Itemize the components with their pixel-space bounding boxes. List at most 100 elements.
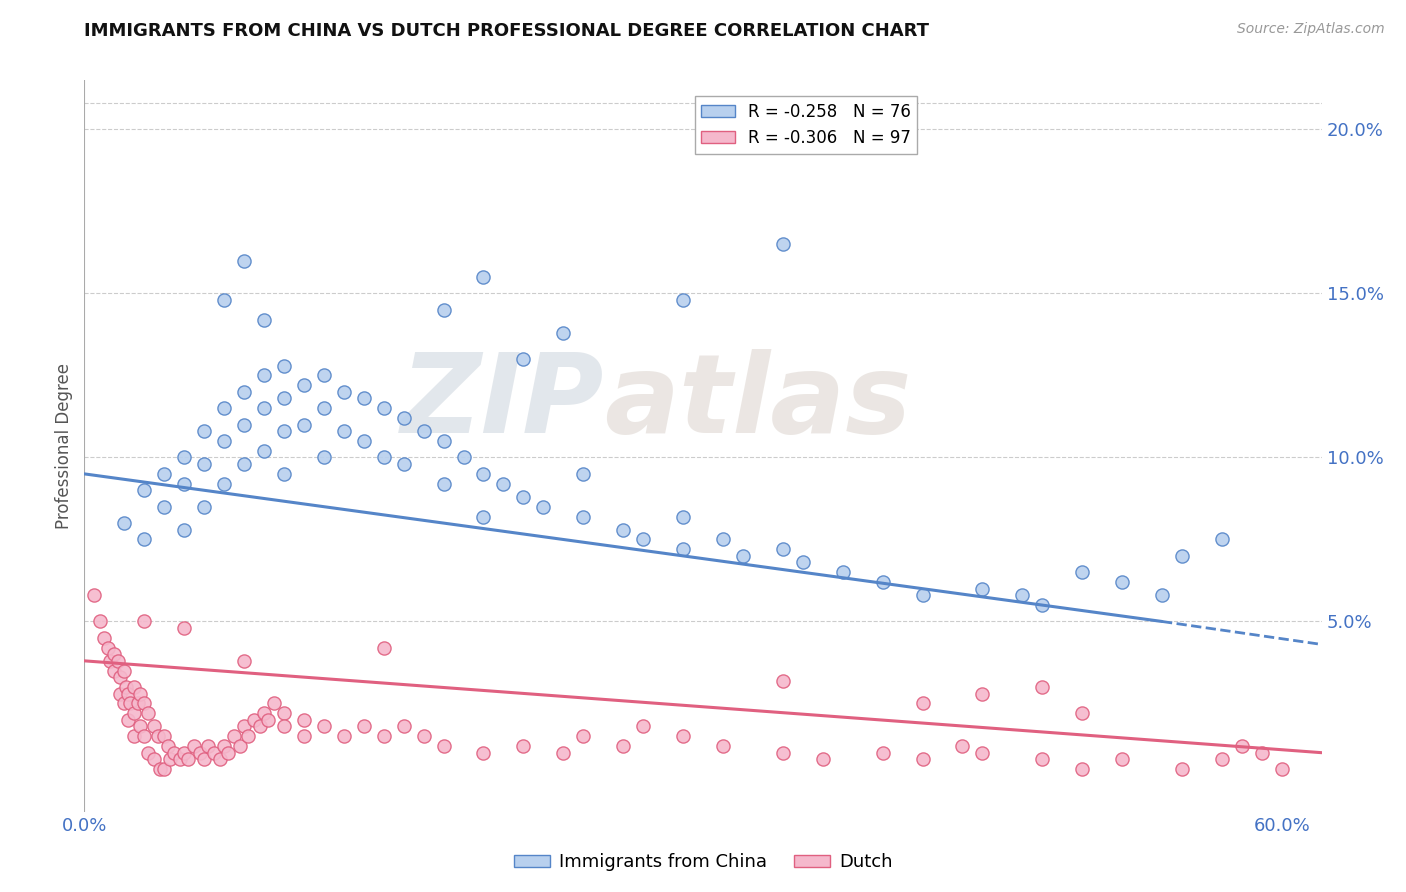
Point <box>1230 739 1253 753</box>
Point <box>236 729 259 743</box>
Point <box>159 752 181 766</box>
Point <box>134 729 156 743</box>
Point <box>134 697 156 711</box>
Point <box>792 556 814 570</box>
Text: atlas: atlas <box>605 349 911 456</box>
Point <box>711 739 734 753</box>
Y-axis label: Professional Degree: Professional Degree <box>55 363 73 529</box>
Point <box>772 673 794 688</box>
Point <box>197 739 219 753</box>
Point <box>373 450 395 465</box>
Point <box>1011 588 1033 602</box>
Point <box>292 378 315 392</box>
Point <box>202 746 225 760</box>
Point <box>392 411 415 425</box>
Point <box>1171 549 1194 563</box>
Point <box>1211 533 1233 547</box>
Point <box>117 713 139 727</box>
Point <box>1031 680 1053 694</box>
Point <box>672 293 695 307</box>
Point <box>711 533 734 547</box>
Point <box>127 697 149 711</box>
Point <box>412 424 434 438</box>
Point <box>112 697 135 711</box>
Point <box>115 680 138 694</box>
Point <box>631 719 654 733</box>
Point <box>110 670 132 684</box>
Point <box>153 729 176 743</box>
Point <box>98 654 121 668</box>
Point <box>193 752 215 766</box>
Legend: R = -0.258   N = 76, R = -0.306   N = 97: R = -0.258 N = 76, R = -0.306 N = 97 <box>695 96 917 153</box>
Point <box>173 746 195 760</box>
Point <box>136 746 159 760</box>
Point <box>233 654 256 668</box>
Point <box>143 719 166 733</box>
Point <box>107 654 129 668</box>
Legend: Immigrants from China, Dutch: Immigrants from China, Dutch <box>506 847 900 879</box>
Point <box>233 719 256 733</box>
Point <box>1111 752 1133 766</box>
Point <box>1071 566 1094 580</box>
Point <box>333 424 356 438</box>
Point <box>572 729 595 743</box>
Point <box>233 417 256 432</box>
Point <box>134 533 156 547</box>
Point <box>553 746 575 760</box>
Point <box>512 739 534 753</box>
Point <box>193 424 215 438</box>
Point <box>512 490 534 504</box>
Point <box>872 575 894 590</box>
Point <box>249 719 271 733</box>
Point <box>173 476 195 491</box>
Point <box>273 392 295 406</box>
Point <box>263 697 285 711</box>
Point <box>911 588 934 602</box>
Point <box>129 687 152 701</box>
Point <box>273 719 295 733</box>
Point <box>412 729 434 743</box>
Point <box>134 483 156 498</box>
Point <box>572 467 595 481</box>
Point <box>492 476 515 491</box>
Point <box>122 729 145 743</box>
Text: ZIP: ZIP <box>401 349 605 456</box>
Point <box>122 680 145 694</box>
Point <box>103 664 125 678</box>
Point <box>212 293 235 307</box>
Point <box>1171 762 1194 776</box>
Point <box>1111 575 1133 590</box>
Point <box>193 457 215 471</box>
Point <box>453 450 475 465</box>
Point <box>129 719 152 733</box>
Point <box>432 476 454 491</box>
Point <box>432 434 454 448</box>
Point <box>631 533 654 547</box>
Point <box>572 509 595 524</box>
Point <box>512 352 534 367</box>
Point <box>952 739 974 753</box>
Point <box>83 588 105 602</box>
Point <box>257 713 280 727</box>
Point <box>212 434 235 448</box>
Text: IMMIGRANTS FROM CHINA VS DUTCH PROFESSIONAL DEGREE CORRELATION CHART: IMMIGRANTS FROM CHINA VS DUTCH PROFESSIO… <box>84 22 929 40</box>
Point <box>173 450 195 465</box>
Point <box>672 509 695 524</box>
Point <box>1031 752 1053 766</box>
Point <box>972 746 994 760</box>
Point <box>373 640 395 655</box>
Point <box>233 384 256 399</box>
Point <box>148 729 170 743</box>
Point <box>97 640 120 655</box>
Point <box>1071 762 1094 776</box>
Point <box>188 746 211 760</box>
Point <box>173 621 195 635</box>
Point <box>1250 746 1272 760</box>
Point <box>233 457 256 471</box>
Point <box>1031 598 1053 612</box>
Point <box>392 719 415 733</box>
Point <box>1271 762 1294 776</box>
Point <box>472 509 495 524</box>
Point <box>212 401 235 416</box>
Point <box>157 739 180 753</box>
